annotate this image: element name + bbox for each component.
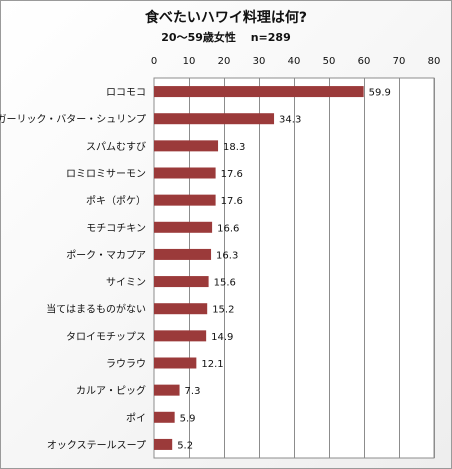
value-label: 15.2 <box>212 305 234 316</box>
value-label: 15.6 <box>214 278 236 289</box>
category-label: ポーク・マカプア <box>66 249 146 261</box>
value-label: 18.3 <box>223 142 245 153</box>
value-label: 34.3 <box>279 115 301 126</box>
value-label: 5.9 <box>180 413 196 424</box>
category-label: ガーリック・バター・シュリンプ <box>0 114 146 126</box>
bar <box>154 384 180 396</box>
bar <box>154 194 216 206</box>
bar <box>154 248 212 260</box>
value-label: 14.9 <box>211 332 233 343</box>
chart-title: 食べたいハワイ料理は何? <box>144 10 308 26</box>
value-label: 5.2 <box>177 440 193 451</box>
bar <box>154 276 209 288</box>
category-label: ロコモコ <box>106 88 146 99</box>
x-tick-label: 60 <box>358 56 371 67</box>
x-tick-label: 70 <box>393 56 406 67</box>
chart-subtitle: 20〜59歳女性 n=289 <box>161 31 291 44</box>
x-tick-label: 0 <box>151 56 157 67</box>
category-label: ロミロミサーモン <box>66 168 146 180</box>
value-label: 16.6 <box>217 223 239 234</box>
bar <box>154 303 208 315</box>
bar <box>154 140 219 152</box>
value-label: 16.3 <box>216 250 238 261</box>
category-label: ラウラウ <box>106 358 146 370</box>
bar <box>154 221 213 233</box>
value-label: 7.3 <box>185 386 201 397</box>
category-label: ポイ <box>126 412 146 424</box>
bar <box>154 167 216 179</box>
bar <box>154 330 207 342</box>
category-label: スパムむすび <box>86 141 146 153</box>
bar <box>154 113 275 125</box>
x-tick-label: 50 <box>323 56 336 67</box>
x-tick-label: 10 <box>183 56 196 67</box>
x-tick-label: 80 <box>428 56 441 67</box>
x-tick-label: 40 <box>288 56 301 67</box>
bar <box>154 411 175 423</box>
bar <box>154 357 197 369</box>
category-label: タロイモチップス <box>66 331 146 343</box>
x-tick-label: 30 <box>253 56 266 67</box>
bar <box>154 438 173 450</box>
bar <box>154 86 364 98</box>
category-label: 当てはまるものがない <box>46 303 146 316</box>
category-label: カルア・ピッグ <box>76 384 146 397</box>
value-label: 59.9 <box>369 88 391 99</box>
value-label: 17.6 <box>221 196 243 207</box>
category-label: ポキ（ポケ） <box>86 195 146 207</box>
value-label: 12.1 <box>201 359 223 370</box>
value-label: 17.6 <box>221 169 243 180</box>
category-label: モチコチキン <box>86 222 146 234</box>
category-label: オックステールスープ <box>47 439 146 451</box>
x-tick-label: 20 <box>218 56 231 67</box>
category-label: サイミン <box>106 277 146 289</box>
